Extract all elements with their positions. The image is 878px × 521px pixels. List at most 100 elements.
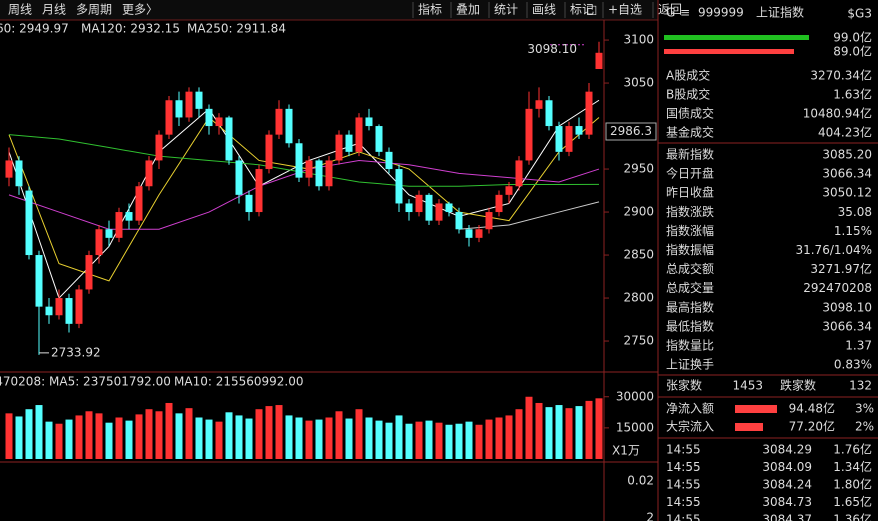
volume-bar bbox=[515, 409, 523, 459]
volume-bar bbox=[335, 411, 343, 459]
y-tick-label: 2900 bbox=[623, 205, 654, 219]
y-tick-label: 3100 bbox=[623, 33, 654, 47]
candle-body bbox=[545, 100, 553, 127]
ma-line bbox=[8, 99, 600, 299]
row-value: 0.83% bbox=[834, 358, 872, 372]
volume-bar bbox=[75, 415, 83, 459]
volume-bar bbox=[155, 411, 163, 459]
tool-button[interactable]: 画线 bbox=[532, 3, 556, 17]
candle-body bbox=[445, 203, 453, 213]
flow-bar bbox=[735, 423, 763, 431]
row-label: 指数振幅 bbox=[666, 242, 714, 257]
breadth-value: 132 bbox=[849, 379, 872, 393]
volume-bar bbox=[275, 405, 283, 459]
ma-value: MA250: 2911.84 bbox=[187, 22, 286, 36]
volume-bar bbox=[325, 417, 333, 459]
tick-time: 14:55 bbox=[666, 478, 701, 492]
candle-body bbox=[245, 194, 253, 213]
row-value: 3050.12 bbox=[822, 186, 872, 200]
volume-bar bbox=[465, 421, 473, 459]
menu-icon: ≡ bbox=[680, 6, 690, 20]
tick-volume: 1.80亿 bbox=[833, 477, 872, 492]
candle-body bbox=[45, 306, 53, 316]
tick-volume: 1.34亿 bbox=[833, 459, 872, 474]
candle-body bbox=[105, 229, 113, 238]
volume-ma: 92470208: bbox=[0, 375, 45, 389]
volume-bar bbox=[405, 423, 413, 459]
volume-bar bbox=[505, 415, 513, 459]
tool-button[interactable]: 指标 bbox=[418, 2, 442, 17]
candle-body bbox=[335, 134, 343, 161]
stock-code: 999999 bbox=[698, 6, 744, 20]
volume-bar bbox=[535, 402, 543, 459]
volume-ma: MA5: 237501792.00 bbox=[49, 375, 171, 389]
candle-body bbox=[275, 108, 283, 135]
ma-value: 60: 2949.97 bbox=[0, 22, 69, 36]
candle-body bbox=[365, 117, 373, 127]
candle-body bbox=[555, 126, 563, 152]
candle-body bbox=[405, 203, 413, 213]
row-label: 昨日收盘 bbox=[666, 185, 714, 200]
tab[interactable]: 周线 bbox=[8, 3, 32, 17]
volume-bar bbox=[545, 407, 553, 459]
tab[interactable]: 多周期 bbox=[76, 3, 112, 17]
row-value: 3271.97亿 bbox=[810, 261, 872, 276]
tag: $G3 bbox=[847, 7, 872, 21]
tool-button[interactable]: 标记 bbox=[570, 3, 594, 17]
volume-bar bbox=[245, 418, 253, 459]
volume-bar bbox=[395, 415, 403, 459]
row-value: 3066.34 bbox=[822, 167, 872, 181]
bar bbox=[664, 35, 809, 40]
volume-bar bbox=[295, 417, 303, 459]
y-tick-label: 2800 bbox=[623, 291, 654, 305]
tab[interactable]: 月线 bbox=[42, 3, 66, 17]
candle-body bbox=[25, 190, 33, 256]
volume-bar bbox=[435, 422, 443, 459]
volume-bar bbox=[525, 396, 533, 459]
volume-bar bbox=[255, 409, 263, 459]
row-label: 指数涨幅 bbox=[666, 223, 714, 238]
candle-body bbox=[225, 117, 233, 161]
candle-body bbox=[495, 194, 503, 213]
row-value: 3098.10 bbox=[822, 300, 872, 314]
tool-button[interactable]: 返回 bbox=[658, 3, 682, 17]
candle-body bbox=[465, 229, 473, 238]
candle-body bbox=[15, 160, 23, 187]
volume-bar bbox=[105, 422, 113, 459]
candle-body bbox=[585, 91, 593, 135]
tool-button[interactable]: 叠加 bbox=[456, 3, 480, 17]
candle-body bbox=[575, 126, 583, 135]
volume-bar bbox=[445, 424, 453, 459]
y-tick-label: 3050 bbox=[623, 76, 654, 90]
candle-body bbox=[455, 212, 463, 230]
volume-bar bbox=[55, 423, 63, 459]
high-label: 3098.10 bbox=[527, 42, 577, 56]
tab[interactable]: 更多〉 bbox=[122, 3, 158, 17]
row-label: 总成交量 bbox=[666, 280, 714, 295]
indicator-label: 2 bbox=[646, 511, 654, 521]
volume-bar bbox=[165, 402, 173, 459]
bar bbox=[664, 49, 794, 54]
candle-body bbox=[255, 169, 263, 213]
volume-bar bbox=[385, 422, 393, 459]
row-value: 3085.20 bbox=[822, 148, 872, 162]
candle-body bbox=[125, 212, 133, 221]
flow-label: 净流入额 bbox=[666, 402, 714, 416]
candle-body bbox=[265, 134, 273, 170]
volume-bar bbox=[285, 415, 293, 459]
tool-button[interactable]: 统计 bbox=[494, 3, 518, 17]
icon[interactable]: □ bbox=[586, 3, 597, 17]
candle-body bbox=[65, 298, 73, 324]
row-label: 上证换手 bbox=[666, 358, 714, 372]
row-value: 1.37 bbox=[845, 339, 872, 353]
flow-value: 77.20亿 bbox=[789, 419, 835, 434]
candle-body bbox=[195, 91, 203, 109]
candle-body bbox=[285, 108, 293, 144]
badge: G bbox=[666, 6, 675, 20]
volume-bar bbox=[195, 417, 203, 459]
volume-ma: MA10: 215560992.00 bbox=[174, 375, 304, 389]
tool-button[interactable]: +自选 bbox=[608, 3, 642, 17]
tick-price: 3084.73 bbox=[762, 495, 812, 509]
volume-bar bbox=[225, 412, 233, 459]
volume-bar bbox=[235, 415, 243, 459]
